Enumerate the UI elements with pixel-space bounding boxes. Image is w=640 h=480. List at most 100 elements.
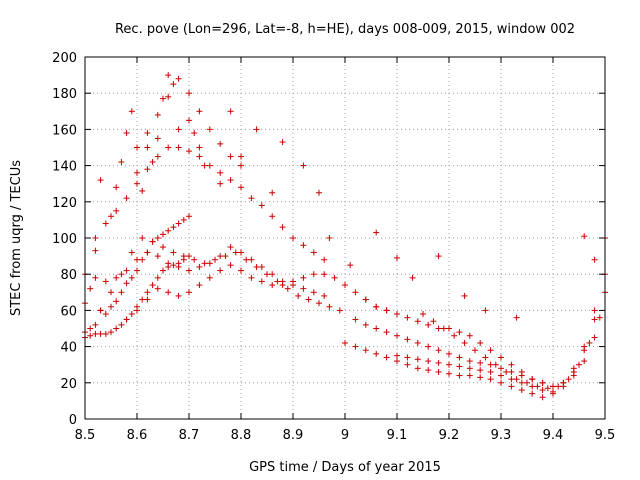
data-point — [144, 296, 151, 303]
data-point — [160, 244, 166, 251]
y-tick-label: 100 — [52, 232, 77, 247]
data-point — [539, 387, 546, 394]
data-point — [170, 262, 177, 269]
data-point — [175, 75, 182, 82]
data-point — [466, 332, 473, 339]
data-point — [342, 339, 348, 346]
data-point — [503, 368, 510, 375]
data-point — [518, 368, 525, 375]
data-point — [134, 267, 140, 274]
data-point — [586, 339, 593, 346]
data-point — [102, 220, 109, 227]
data-point — [508, 376, 515, 383]
data-point — [165, 144, 172, 151]
data-point — [113, 325, 120, 332]
data-point — [186, 90, 192, 97]
data-point — [284, 285, 291, 292]
data-point — [186, 289, 192, 296]
data-point — [206, 126, 213, 133]
data-point — [508, 383, 515, 390]
data-point — [186, 213, 192, 220]
data-point — [253, 126, 260, 133]
data-point — [492, 361, 499, 368]
data-point — [466, 365, 473, 372]
data-point — [591, 256, 598, 263]
data-point — [113, 207, 120, 214]
data-point — [550, 383, 556, 390]
data-point — [383, 329, 390, 336]
data-point — [269, 282, 276, 289]
data-point — [217, 140, 224, 147]
data-point — [461, 339, 468, 346]
data-point — [529, 376, 536, 383]
data-point — [394, 358, 400, 365]
data-point — [555, 383, 562, 390]
data-point — [196, 144, 203, 151]
data-point — [201, 260, 208, 267]
x-tick-label: 8.5 — [75, 428, 96, 443]
data-point — [134, 256, 140, 263]
data-point — [498, 365, 504, 372]
data-point — [206, 162, 213, 169]
data-point — [108, 303, 114, 310]
data-point — [269, 213, 276, 220]
data-point — [123, 195, 130, 202]
data-point — [128, 108, 135, 115]
data-point — [560, 379, 567, 386]
data-point — [446, 361, 452, 368]
data-point — [321, 292, 328, 299]
data-point — [113, 184, 120, 191]
data-point — [394, 352, 400, 359]
data-point — [186, 253, 192, 260]
data-point — [97, 307, 104, 314]
data-point — [290, 278, 296, 285]
data-point — [414, 339, 421, 346]
data-point — [300, 274, 307, 281]
data-point — [310, 271, 317, 278]
grid-lines — [85, 57, 605, 419]
data-point — [154, 135, 161, 142]
y-tick-label: 40 — [60, 341, 77, 356]
data-point — [154, 285, 161, 292]
y-axis-label: STEC from uqrg / TECUs — [9, 160, 24, 316]
data-point — [97, 330, 104, 337]
data-point — [108, 329, 114, 336]
data-point — [102, 311, 109, 318]
data-point — [404, 354, 411, 361]
data-point — [435, 368, 442, 375]
y-tick-label: 0 — [69, 413, 77, 428]
data-point — [269, 189, 276, 196]
data-point — [446, 350, 452, 357]
data-point — [331, 274, 338, 281]
data-point — [175, 220, 182, 227]
data-point — [175, 144, 182, 151]
data-point — [102, 330, 109, 337]
data-point — [144, 144, 151, 151]
data-point — [191, 256, 198, 263]
x-tick-label: 8.8 — [231, 428, 252, 443]
x-tick-label: 8.9 — [283, 428, 304, 443]
y-tick-label: 120 — [52, 196, 77, 211]
data-point — [264, 271, 270, 278]
data-point — [134, 144, 140, 151]
data-point — [596, 314, 603, 321]
data-point — [456, 354, 463, 361]
y-tick-label: 160 — [52, 123, 77, 138]
data-point — [498, 354, 504, 361]
data-point — [477, 339, 484, 346]
x-tick-label: 9.4 — [543, 428, 564, 443]
data-point — [123, 130, 130, 137]
data-point — [128, 311, 135, 318]
data-point — [212, 256, 218, 263]
data-point — [435, 347, 442, 354]
data-point — [160, 231, 166, 238]
data-point — [139, 235, 146, 241]
data-point — [139, 187, 146, 194]
data-point — [539, 394, 546, 401]
data-point — [170, 224, 177, 231]
data-point — [217, 169, 224, 176]
data-point — [544, 385, 551, 392]
data-point — [165, 93, 172, 100]
data-point — [165, 72, 172, 79]
data-point — [186, 117, 192, 124]
